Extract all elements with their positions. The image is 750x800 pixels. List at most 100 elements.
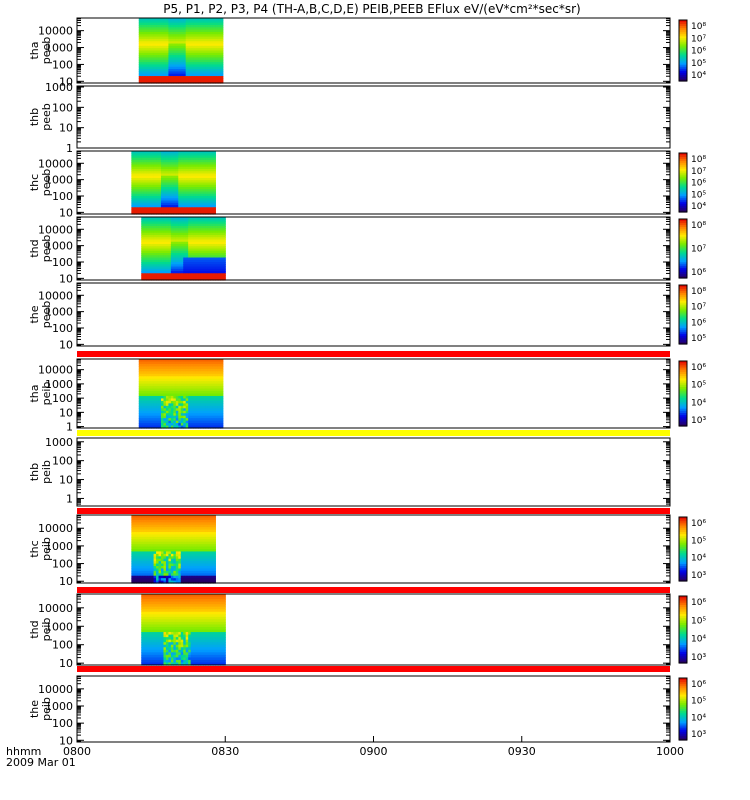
spectrogram-thd-peeb: [141, 217, 226, 281]
y-axis-label-product: peeb: [40, 37, 53, 65]
colorbar-tick-label: 10⁴: [691, 713, 706, 723]
y-axis-label-probe: thc: [28, 174, 41, 191]
y-tick-label: 1: [66, 421, 73, 434]
colorbar-tick-label: 10⁶: [691, 680, 706, 690]
colorbar-tick-label: 10⁸: [691, 155, 706, 165]
colorbar-tick-label: 10⁴: [691, 71, 706, 81]
y-tick-label: 10: [59, 657, 73, 670]
panel-thc-peib: 10000 1000 100 10 thc peib 10⁶ 10⁵ 10⁴ 10³: [28, 514, 706, 593]
colorbar-frame: [678, 152, 688, 213]
y-tick-label: 10000: [38, 25, 73, 38]
colorbar-tick-label: 10³: [691, 416, 706, 426]
y-tick-label: 10: [59, 272, 73, 285]
colorbar-tick-label: 10⁵: [691, 616, 706, 626]
time-axis-label: hhmm: [6, 745, 41, 758]
y-tick-label: 1000: [45, 42, 73, 55]
flag-bar-red: [77, 666, 670, 672]
colorbar-tick-label: 10⁴: [691, 398, 706, 408]
colorbar-tick-label: 10⁷: [691, 34, 706, 44]
y-tick-label: 10000: [38, 364, 73, 377]
y-axis-label-product: peib: [40, 460, 53, 484]
y-tick-label: 10: [59, 734, 73, 747]
y-tick-label: 1000: [45, 306, 73, 319]
colorbar-tick-label: 10⁷: [691, 303, 706, 313]
y-tick-label: 1000: [45, 436, 73, 449]
figure-title: P5, P1, P2, P3, P4 (TH-A,B,C,D,E) PEIB,P…: [163, 2, 580, 16]
panel-thd-peib: 10000 1000 100 10 thd peib 10⁶ 10⁵ 10⁴ 10³: [28, 593, 706, 672]
colorbar-thd-peib: 10⁶ 10⁵ 10⁴ 10³: [678, 595, 706, 664]
y-tick-label: 1000: [45, 700, 73, 713]
colorbar-tick-label: 10⁶: [691, 318, 706, 328]
y-axis-label-product: peeb: [40, 301, 53, 329]
colorbar-tick-label: 10⁵: [691, 59, 706, 69]
panel-frame: [76, 85, 671, 149]
y-axis-label-probe: the: [28, 305, 41, 323]
y-tick-label: 10000: [38, 289, 73, 302]
panel-the-peib: 10000 1000 100 10 the peib 10⁶ 10⁵ 10⁴ 10³: [28, 675, 706, 747]
x-tick-label: 0830: [211, 745, 239, 758]
y-tick-label: 100: [52, 256, 73, 269]
spectrogram-thc-peib: [131, 515, 216, 584]
y-axis-label-product: peeb: [40, 103, 53, 131]
colorbar-tick-label: 10⁶: [691, 363, 706, 373]
y-tick-label: 100: [52, 717, 73, 730]
y-axis-label-product: peeb: [40, 235, 53, 263]
colorbar-frame: [678, 19, 688, 82]
colorbar-tick-label: 10⁴: [691, 202, 706, 212]
time-axis-date: 2009 Mar 01: [6, 756, 76, 769]
y-axis-label-product: peeb: [40, 169, 53, 197]
y-tick-label: 10000: [38, 223, 73, 236]
panel-thd-peeb: 10000 1000 100 10 thd peeb 10⁸ 10⁷ 10⁶: [28, 216, 706, 285]
colorbar-frame: [678, 595, 688, 664]
flag-bar-red: [77, 587, 670, 593]
y-tick-label: 1000: [45, 240, 73, 253]
colorbar-tick-label: 10⁵: [691, 334, 706, 344]
spectrogram-thd-peib: [141, 594, 226, 666]
colorbar-tick-label: 10⁵: [691, 697, 706, 707]
spectrogram-tha-peeb: [138, 18, 224, 84]
y-tick-label: 100: [52, 639, 73, 652]
x-tick-label: 0800: [63, 745, 91, 758]
y-tick-label: 100: [52, 455, 73, 468]
y-tick-label: 100: [52, 322, 73, 335]
x-tick-label: 0930: [508, 745, 536, 758]
y-tick-label: 10000: [38, 157, 73, 170]
panel-the-peeb: 10000 1000 100 10 the peeb 10⁸ 10⁷ 10⁶ 10⁵: [28, 282, 706, 357]
y-axis-label-probe: tha: [28, 41, 41, 59]
flag-bar-red: [77, 351, 670, 357]
flag-bar-yellow: [77, 430, 670, 436]
colorbar-tick-label: 10⁶: [691, 179, 706, 189]
colorbar-frame: [678, 677, 688, 741]
panel-frame: [76, 675, 671, 743]
y-axis-label-probe: thb: [28, 108, 41, 126]
y-axis-label-probe: thb: [28, 463, 41, 481]
colorbar-tha-peib: 10⁶ 10⁵ 10⁴ 10³: [678, 360, 706, 427]
colorbar-tick-label: 10⁴: [691, 554, 706, 564]
y-tick-label: 100: [52, 392, 73, 405]
y-tick-label: 10: [59, 206, 73, 219]
colorbar-frame: [678, 284, 688, 345]
colorbar-thd-peeb: 10⁸ 10⁷ 10⁶: [678, 218, 706, 279]
y-tick-label: 100: [52, 101, 73, 114]
spectrogram-thc-peeb: [131, 151, 216, 215]
colorbar-tick-label: 10⁵: [691, 190, 706, 200]
y-tick-label: 10: [59, 122, 73, 135]
spectrogram-tha-peib: [138, 359, 224, 429]
y-tick-label: 1000: [45, 540, 73, 553]
y-tick-label: 10000: [38, 602, 73, 615]
panel-thb-peib: 1000 100 10 1 thb peib: [28, 436, 671, 514]
colorbar-tick-label: 10³: [691, 730, 706, 740]
colorbar-tick-label: 10⁷: [691, 245, 706, 255]
y-axis-label-probe: tha: [28, 384, 41, 402]
y-tick-label: 10: [59, 474, 73, 487]
colorbar-the-peeb: 10⁸ 10⁷ 10⁶ 10⁵: [678, 284, 706, 345]
colorbar-tick-label: 10⁸: [691, 22, 706, 32]
y-tick-label: 10: [59, 75, 73, 88]
y-tick-label: 1000: [45, 620, 73, 633]
panel-thb-peeb: 1000 100 10 1 thb peeb: [28, 81, 671, 155]
colorbar-frame: [678, 218, 688, 279]
panel-tha-peeb: 10000 1000 100 10 tha peeb 10⁸ 10⁷ 10⁶ 10⁵ 10⁴: [28, 17, 706, 88]
